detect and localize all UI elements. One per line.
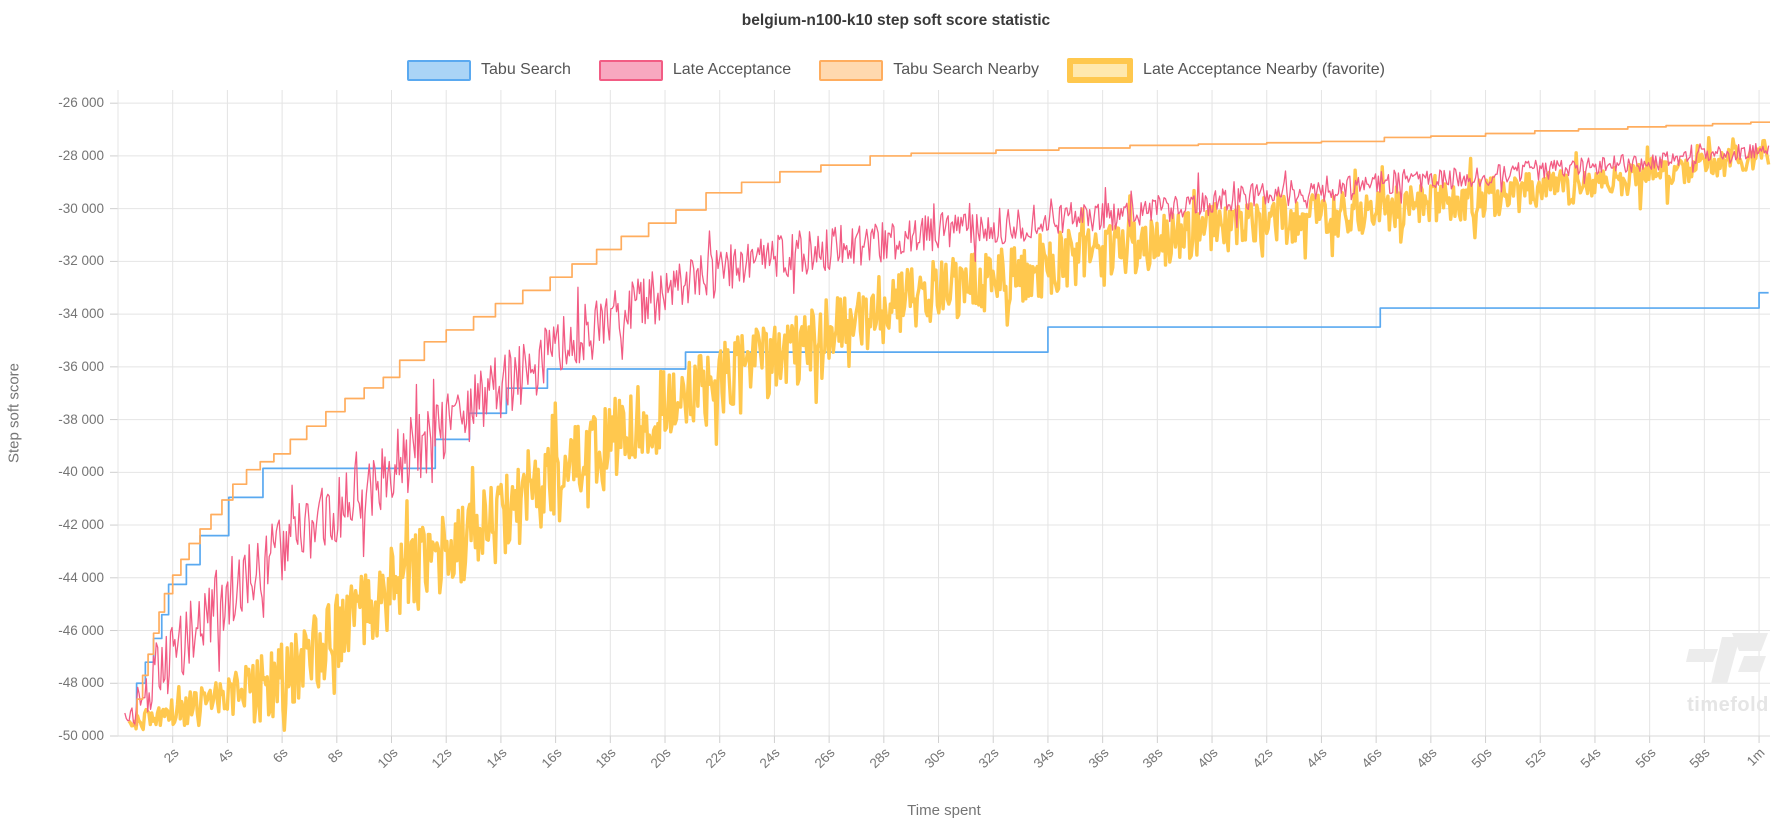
legend-label: Tabu Search Nearby xyxy=(893,61,1040,78)
y-tick-label: -48 000 xyxy=(58,675,104,691)
y-tick-label: -50 000 xyxy=(58,728,104,743)
y-tick-label: -28 000 xyxy=(58,147,104,163)
watermark-text: timefold xyxy=(1687,694,1769,716)
y-tick-label: -26 000 xyxy=(58,95,104,111)
series-line-late-acceptance-nearby xyxy=(127,135,1771,732)
y-tick-label: -34 000 xyxy=(58,306,104,322)
y-tick-label: -32 000 xyxy=(58,253,104,269)
watermark: timefold xyxy=(1680,630,1776,717)
y-tick-label: -46 000 xyxy=(58,622,104,638)
legend-item-tabu-search[interactable]: Tabu Search xyxy=(407,59,571,81)
legend-swatch-late-acceptance xyxy=(598,59,663,81)
legend-item-tabu-search-nearby[interactable]: Tabu Search Nearby xyxy=(819,59,1040,81)
legend-swatch-late-acceptance-nearby xyxy=(1067,57,1134,83)
legend-label: Late Acceptance Nearby (favorite) xyxy=(1143,61,1385,78)
timefold-logo-icon xyxy=(1686,633,1768,684)
y-axis-title: Step soft score xyxy=(5,362,23,464)
y-tick-label: -40 000 xyxy=(58,464,104,480)
legend-swatch-tabu-search-nearby xyxy=(819,59,884,81)
y-tick-label: -30 000 xyxy=(58,200,104,216)
legend-item-late-acceptance[interactable]: Late Acceptance xyxy=(598,59,792,81)
x-axis-title: Time spent xyxy=(907,802,981,819)
series-line-tabu-search-nearby xyxy=(133,121,1770,727)
y-tick-label: -42 000 xyxy=(58,517,104,533)
legend-label: Late Acceptance xyxy=(672,61,792,78)
y-tick-label: -44 000 xyxy=(58,569,104,585)
legend-item-late-acceptance-nearby[interactable]: Late Acceptance Nearby (favorite) xyxy=(1067,57,1385,83)
legend-label: Tabu Search xyxy=(481,61,571,78)
y-tick-label: -36 000 xyxy=(58,358,104,374)
legend: Tabu Search Late Acceptance Tabu Search Ne… xyxy=(0,54,1792,86)
legend-swatch-tabu-search xyxy=(407,59,472,81)
y-tick-label: -38 000 xyxy=(58,411,104,427)
chart-title: belgium-n100-k10 step soft score statist… xyxy=(741,12,1051,29)
series-line-late-acceptance xyxy=(124,142,1770,725)
